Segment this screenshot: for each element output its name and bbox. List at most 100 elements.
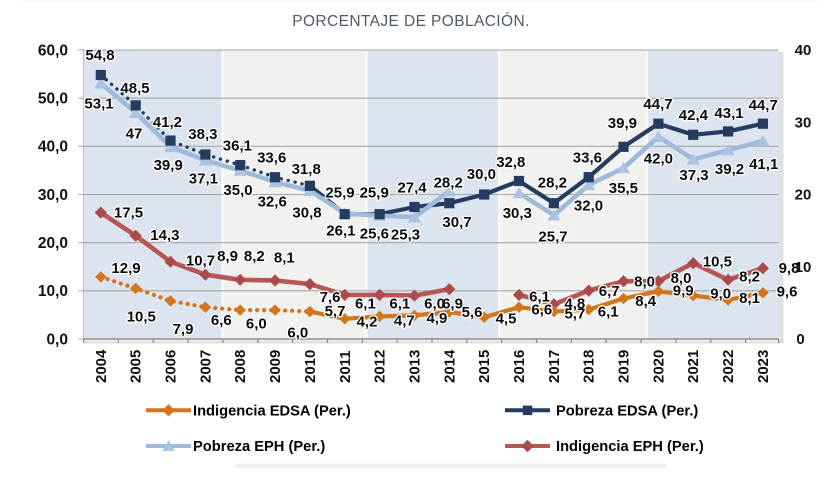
svg-text:54,8: 54,8 [85,47,114,64]
svg-text:6,9: 6,9 [442,295,463,312]
svg-text:9,8: 9,8 [779,260,800,277]
svg-text:2004: 2004 [93,349,110,383]
svg-text:Indigencia EPH (Per.): Indigencia EPH (Per.) [556,439,704,455]
svg-text:30,0: 30,0 [467,166,496,183]
svg-text:4,2: 4,2 [357,313,378,330]
svg-text:33,6: 33,6 [573,150,602,167]
svg-text:10,5: 10,5 [127,308,156,325]
svg-text:6,1: 6,1 [389,295,410,312]
svg-text:25,3: 25,3 [391,227,420,244]
svg-text:25,6: 25,6 [360,226,389,243]
svg-text:14,3: 14,3 [150,227,179,244]
svg-text:37,3: 37,3 [679,167,708,184]
svg-text:38,3: 38,3 [188,126,217,143]
svg-text:36,1: 36,1 [223,137,252,154]
svg-text:33,6: 33,6 [573,150,602,167]
svg-text:6,6: 6,6 [211,312,232,329]
svg-text:10,5: 10,5 [703,253,732,270]
svg-text:37,1: 37,1 [189,171,218,188]
svg-text:48,5: 48,5 [120,80,149,97]
svg-text:37,1: 37,1 [189,171,218,188]
svg-text:6,1: 6,1 [355,295,376,312]
svg-text:6,0: 6,0 [246,315,267,332]
svg-text:41,2: 41,2 [153,114,182,131]
svg-text:2022: 2022 [720,350,737,383]
svg-text:2006: 2006 [163,350,180,383]
svg-text:39,9: 39,9 [154,157,183,174]
svg-text:37,3: 37,3 [679,167,708,184]
svg-text:8,4: 8,4 [635,293,657,310]
svg-text:2023: 2023 [755,350,772,383]
svg-text:6,0: 6,0 [424,295,445,312]
svg-text:48,5: 48,5 [120,80,149,97]
svg-text:32,8: 32,8 [496,154,525,171]
svg-text:7,6: 7,6 [320,289,341,306]
svg-text:2011: 2011 [337,350,354,383]
svg-text:PORCENTAJE DE POBLACIÓN.: PORCENTAJE DE POBLACIÓN. [292,13,530,30]
svg-text:35,5: 35,5 [609,180,638,197]
svg-text:4,7: 4,7 [394,312,415,329]
svg-text:4,9: 4,9 [426,310,447,327]
svg-text:6,1: 6,1 [598,303,619,320]
svg-text:39,9: 39,9 [154,157,183,174]
svg-text:4,2: 4,2 [357,313,378,330]
svg-text:38,3: 38,3 [188,126,217,143]
svg-text:40: 40 [795,42,812,59]
svg-text:41,1: 41,1 [749,156,778,173]
svg-text:39,2: 39,2 [715,161,744,178]
svg-text:5,6: 5,6 [462,304,483,321]
svg-text:17,5: 17,5 [114,204,143,221]
svg-text:6,0: 6,0 [287,325,308,342]
svg-text:31,8: 31,8 [292,161,321,178]
svg-text:25,9: 25,9 [360,184,389,201]
svg-text:2016: 2016 [511,350,528,383]
svg-text:6,9: 6,9 [442,295,463,312]
svg-text:6,7: 6,7 [599,283,620,300]
svg-text:42,4: 42,4 [679,107,709,124]
svg-text:44,7: 44,7 [643,96,672,113]
svg-text:53,1: 53,1 [84,95,113,112]
svg-text:6,0: 6,0 [424,295,445,312]
svg-text:30,8: 30,8 [292,205,321,222]
svg-text:30: 30 [795,115,812,132]
svg-text:10,5: 10,5 [127,308,156,325]
svg-text:25,9: 25,9 [325,184,354,201]
svg-text:50,0: 50,0 [38,91,68,108]
svg-text:6,1: 6,1 [598,303,619,320]
svg-text:32,6: 32,6 [258,193,287,210]
svg-text:10,7: 10,7 [186,252,215,269]
svg-text:9,0: 9,0 [710,286,731,303]
svg-text:54,8: 54,8 [85,47,114,64]
svg-text:7,6: 7,6 [320,289,341,306]
svg-text:12,9: 12,9 [111,260,140,277]
svg-text:6,6: 6,6 [531,301,552,318]
svg-text:8,9: 8,9 [217,248,238,265]
svg-text:8,0: 8,0 [671,270,692,287]
svg-text:41,1: 41,1 [749,156,778,173]
svg-text:9,9: 9,9 [673,282,694,299]
svg-text:12,9: 12,9 [111,260,140,277]
svg-text:0: 0 [796,331,804,348]
svg-text:30,0: 30,0 [467,166,496,183]
svg-text:28,2: 28,2 [538,175,567,192]
svg-text:32,0: 32,0 [574,197,603,214]
svg-text:7,9: 7,9 [173,321,194,338]
svg-text:30,0: 30,0 [38,187,68,204]
svg-text:10: 10 [795,259,812,276]
svg-text:30,3: 30,3 [503,205,532,222]
svg-text:10,5: 10,5 [703,253,732,270]
svg-text:2021: 2021 [685,350,702,383]
svg-text:9,0: 9,0 [710,286,731,303]
svg-text:4,8: 4,8 [564,295,585,312]
svg-text:44,7: 44,7 [749,97,778,114]
svg-text:33,6: 33,6 [257,149,286,166]
svg-text:14,3: 14,3 [150,227,179,244]
svg-text:Pobreza EPH (Per.): Pobreza EPH (Per.) [193,439,325,455]
svg-text:44,7: 44,7 [643,96,672,113]
svg-text:2018: 2018 [581,350,598,383]
svg-text:30,8: 30,8 [292,205,321,222]
svg-text:6,0: 6,0 [246,315,267,332]
svg-text:33,6: 33,6 [257,149,286,166]
svg-text:43,1: 43,1 [714,105,743,122]
svg-text:6,6: 6,6 [211,312,232,329]
